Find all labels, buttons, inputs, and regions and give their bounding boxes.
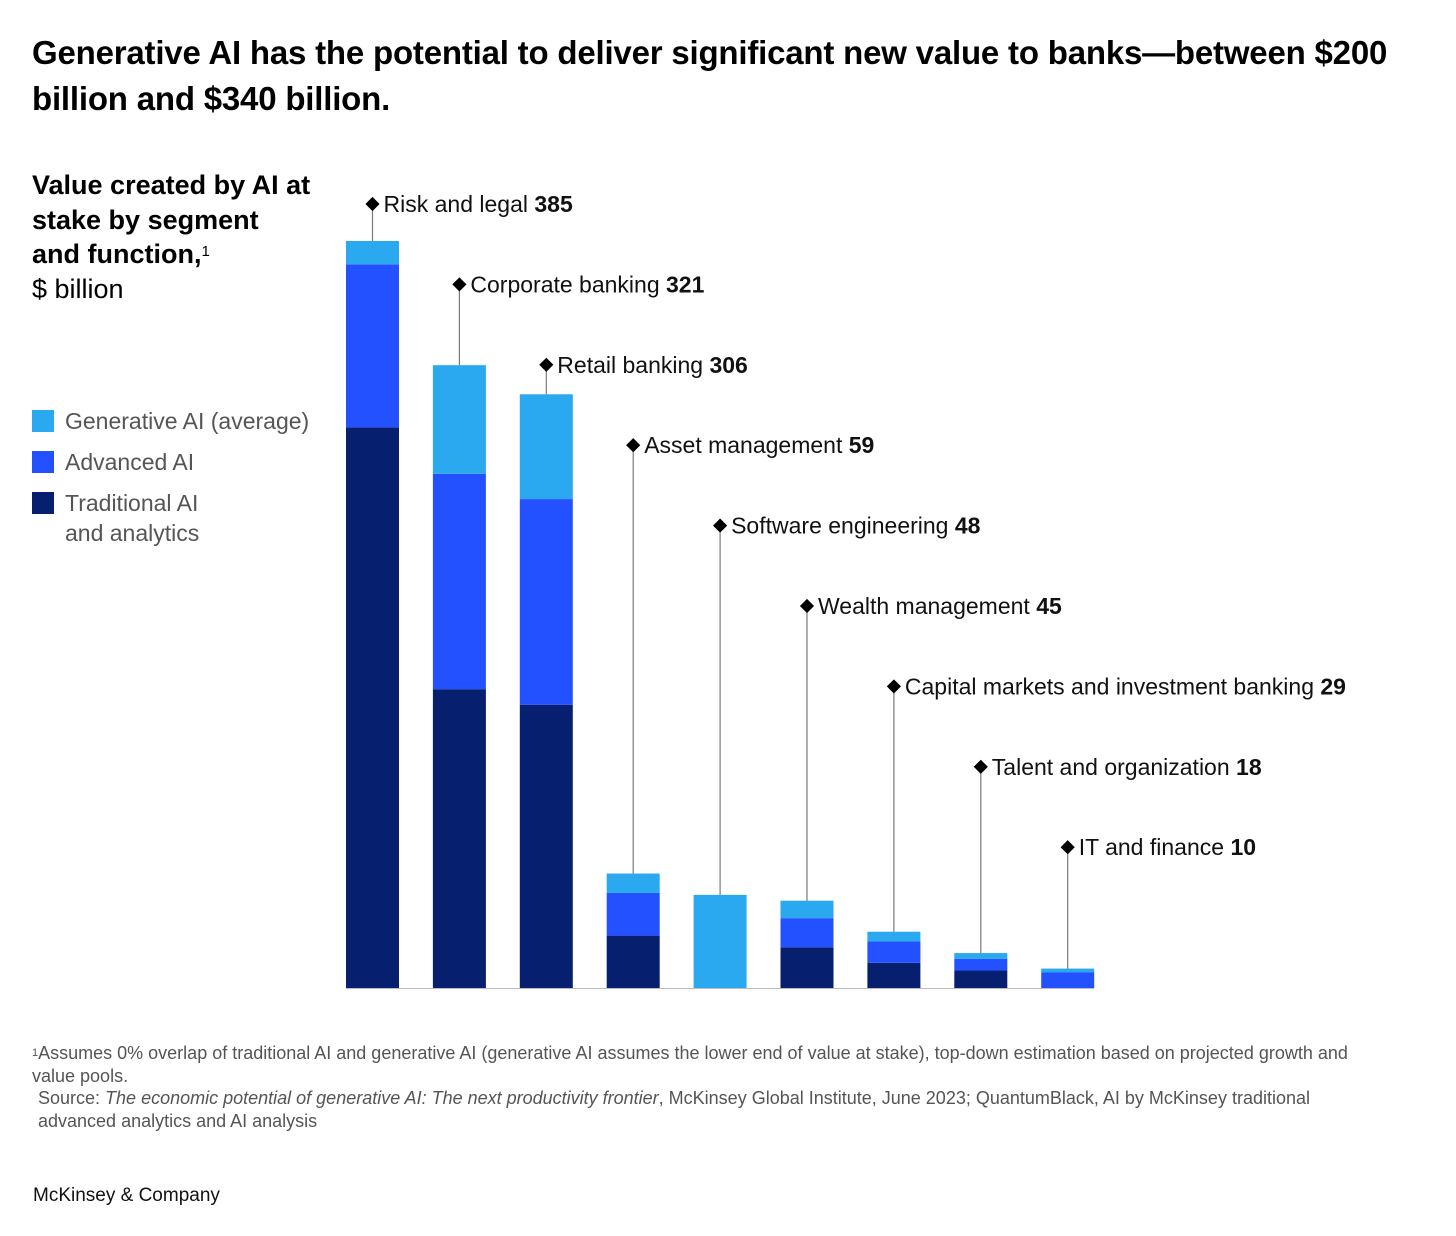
legend-item-traditional-ai: Traditional AI and analytics [32,488,309,548]
footnote-marker: 1 [32,1047,39,1059]
source-prefix: Source: [38,1088,106,1108]
category-label: Asset management 59 [644,432,874,458]
bar-segment-advanced-ai [780,918,834,948]
chart-subtitle: Value created by AI at stake by segment … [32,168,312,306]
category-total-value: 48 [955,513,981,539]
bar-segment-advanced-ai [867,941,921,963]
source-rest: , McKinsey Global Institute, June 2023; … [38,1088,1310,1131]
bar-segment-generative-ai [867,931,921,942]
bar-segment-advanced-ai [1041,972,1095,988]
category-name: Wealth management [818,593,1036,619]
diamond-marker [713,518,728,533]
bar-segment-generative-ai [1041,968,1095,973]
bar-segment-generative-ai [954,953,1008,959]
category-label: IT and finance 10 [1079,834,1256,860]
category-name: Retail banking [557,352,709,378]
category-label: Risk and legal 385 [384,191,573,217]
bar-segment-advanced-ai [432,473,486,690]
category-total-value: 306 [709,352,747,378]
bar-segment-traditional-ai [780,947,834,988]
legend-label-advanced-ai: Advanced AI [65,449,195,475]
category-label: Retail banking 306 [557,352,748,378]
bar-segment-advanced-ai [606,892,660,936]
diamond-marker [1060,840,1075,855]
subtitle-footnote-marker: 1 [201,243,210,260]
category-total-value: 10 [1230,834,1256,860]
category-name: Capital markets and investment banking [905,673,1321,699]
bar-segment-traditional-ai [346,427,399,989]
legend-label-traditional-ai: Traditional AI and analytics [65,490,200,546]
legend-item-advanced-ai: Advanced AI [32,447,309,477]
category-total-value: 59 [849,432,875,458]
brand-logo-text: McKinsey & Company [33,1185,220,1206]
category-total-value: 18 [1236,754,1262,780]
bar-segment-advanced-ai [346,264,399,428]
unit-label: $ billion [32,273,124,304]
category-label: Software engineering 48 [731,513,981,539]
category-name: Corporate banking [470,271,666,297]
bar-segment-generative-ai [519,394,573,500]
bar-segment-traditional-ai [519,704,573,988]
diamond-marker [886,679,901,694]
category-name: Software engineering [731,513,955,539]
legend-label-generative-ai: Generative AI (average) [65,408,310,434]
diamond-marker [539,357,554,372]
bar-segment-generative-ai [780,900,834,919]
diamond-marker [799,598,815,614]
bar-segment-traditional-ai [606,935,660,988]
bar-segment-traditional-ai [954,970,1008,988]
legend-swatch-advanced-ai [32,451,54,473]
legend: Generative AI (average) Advanced AI Trad… [32,406,309,559]
footnote-text: Assumes 0% overlap of traditional AI and… [32,1043,1348,1086]
diamond-marker [365,196,380,212]
category-name: Risk and legal [384,191,535,217]
bar-segment-traditional-ai [432,689,486,988]
category-total-value: 29 [1320,673,1346,699]
category-label: Wealth management 45 [818,593,1062,619]
category-name: Talent and organization [992,754,1236,780]
category-label: Capital markets and investment banking 2… [905,673,1346,699]
category-total-value: 385 [534,191,573,217]
category-label: Corporate banking 321 [470,271,704,297]
legend-swatch-traditional-ai [32,492,54,514]
category-total-value: 321 [666,271,705,297]
bar-segment-traditional-ai [867,962,921,988]
bar-segment-generative-ai [346,241,399,265]
bar-segment-generative-ai [693,894,747,988]
category-name: IT and finance [1079,834,1231,860]
chart-title: Generative AI has the potential to deliv… [32,34,1388,117]
category-label: Talent and organization 18 [992,754,1262,780]
source-title: The economic potential of generative AI:… [105,1088,659,1108]
diamond-marker [452,277,467,292]
subtitle-text: Value created by AI at stake by segment … [32,170,311,269]
bar-segment-advanced-ai [519,499,573,705]
category-name: Asset management [644,432,849,458]
category-total-value: 45 [1036,593,1062,619]
legend-item-generative-ai: Generative AI (average) [32,406,309,436]
diamond-marker [973,759,988,774]
footnote-note: 1Assumes 0% overlap of traditional AI an… [32,1042,1392,1087]
bar-segment-generative-ai [606,873,660,893]
footnote: 1Assumes 0% overlap of traditional AI an… [32,1042,1392,1132]
legend-swatch-generative-ai [32,410,54,432]
diamond-marker [626,438,641,453]
footnote-source: Source: The economic potential of genera… [32,1087,1392,1132]
bar-segment-generative-ai [432,365,486,474]
bar-segment-advanced-ai [954,958,1008,971]
